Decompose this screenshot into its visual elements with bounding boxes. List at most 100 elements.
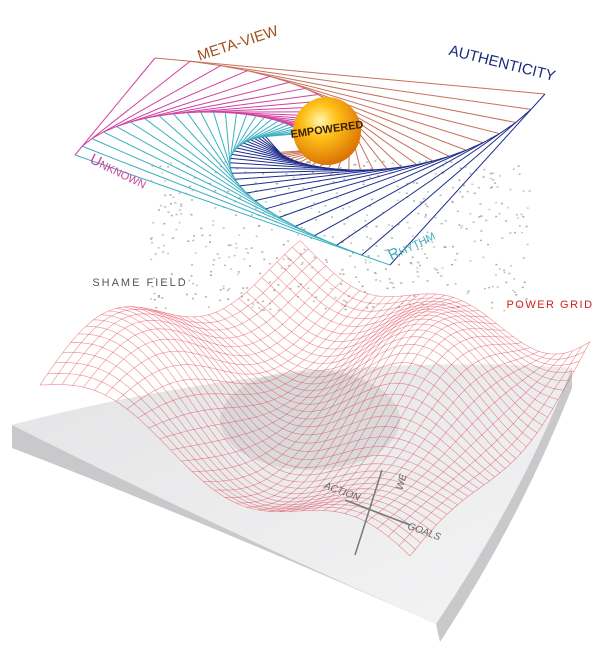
particle: [485, 219, 488, 222]
particle: [424, 203, 427, 206]
particle: [469, 213, 472, 215]
particle: [188, 279, 191, 282]
particle: [153, 277, 156, 279]
particle: [491, 172, 494, 175]
particle: [303, 248, 306, 251]
particle: [410, 262, 413, 265]
particle: [150, 258, 153, 261]
particle: [280, 202, 283, 204]
spiral-line: [144, 118, 267, 210]
particle: [289, 287, 292, 290]
grid-line: [355, 353, 548, 518]
particle: [310, 207, 313, 210]
particle: [515, 213, 518, 216]
particle: [516, 217, 519, 219]
particle: [164, 180, 167, 182]
unknown-label: Unknown: [87, 151, 149, 193]
particle: [459, 191, 462, 193]
particle: [214, 207, 217, 209]
particle: [480, 230, 483, 232]
particle: [190, 199, 193, 201]
particle: [174, 202, 177, 204]
particle: [459, 167, 462, 170]
particle: [462, 184, 465, 187]
particle: [210, 270, 213, 273]
particle: [490, 186, 493, 188]
particle: [309, 162, 312, 164]
meta-view-label: META-VIEW: [195, 22, 281, 64]
particle: [180, 213, 183, 215]
particle: [433, 267, 436, 270]
grid-line: [208, 314, 527, 447]
grid-line: [269, 269, 569, 382]
particle: [406, 182, 409, 185]
grid-line: [409, 341, 591, 557]
particle: [412, 280, 415, 283]
particle: [212, 264, 215, 266]
particle: [498, 175, 501, 177]
particle: [161, 234, 164, 236]
particle: [318, 211, 321, 213]
particle: [178, 209, 181, 211]
particle: [526, 243, 529, 246]
particle: [369, 237, 372, 240]
particle: [292, 176, 295, 179]
particle: [258, 224, 261, 227]
grid-line: [192, 316, 517, 459]
particle: [300, 226, 303, 229]
rhythm-label: Rhythm: [386, 227, 438, 264]
particle: [509, 188, 512, 191]
particle: [346, 217, 349, 220]
particle: [195, 284, 198, 287]
particle: [441, 267, 444, 269]
particle: [352, 163, 355, 166]
particle: [330, 216, 333, 218]
particle: [170, 202, 173, 205]
particle: [375, 279, 378, 281]
particle: [361, 285, 364, 288]
particle: [302, 187, 305, 189]
particle: [250, 247, 253, 249]
particle: [489, 187, 492, 189]
particle: [329, 174, 332, 176]
particle: [187, 240, 190, 242]
particle: [152, 222, 155, 224]
particle: [294, 163, 297, 166]
particle: [238, 197, 241, 199]
particle: [424, 253, 427, 255]
particle: [157, 295, 160, 297]
particle: [311, 266, 314, 269]
particle: [444, 160, 447, 163]
particle: [509, 232, 512, 234]
particle: [275, 183, 278, 185]
particle: [213, 259, 216, 261]
particle: [505, 220, 508, 222]
particle: [151, 241, 154, 244]
particle: [191, 297, 194, 300]
particle: [495, 215, 498, 218]
particle: [276, 257, 279, 260]
particle: [167, 166, 170, 168]
particle: [336, 172, 339, 175]
particle: [512, 278, 515, 280]
spiral-line: [314, 133, 500, 237]
particle: [525, 225, 528, 228]
particle: [282, 243, 285, 246]
particle: [479, 239, 482, 242]
particle: [352, 252, 355, 254]
particle: [369, 168, 372, 170]
particle: [424, 214, 427, 216]
particle: [261, 251, 264, 253]
particle: [426, 205, 429, 208]
particle: [377, 255, 380, 257]
particle: [150, 237, 153, 239]
particle: [313, 256, 316, 259]
particle: [312, 300, 315, 303]
particle: [374, 272, 377, 274]
spiral-line: [190, 60, 532, 110]
particle: [218, 257, 221, 259]
spiral-line: [200, 111, 236, 180]
spiral-line: [103, 131, 315, 237]
particle: [339, 273, 342, 275]
particle: [262, 211, 265, 214]
